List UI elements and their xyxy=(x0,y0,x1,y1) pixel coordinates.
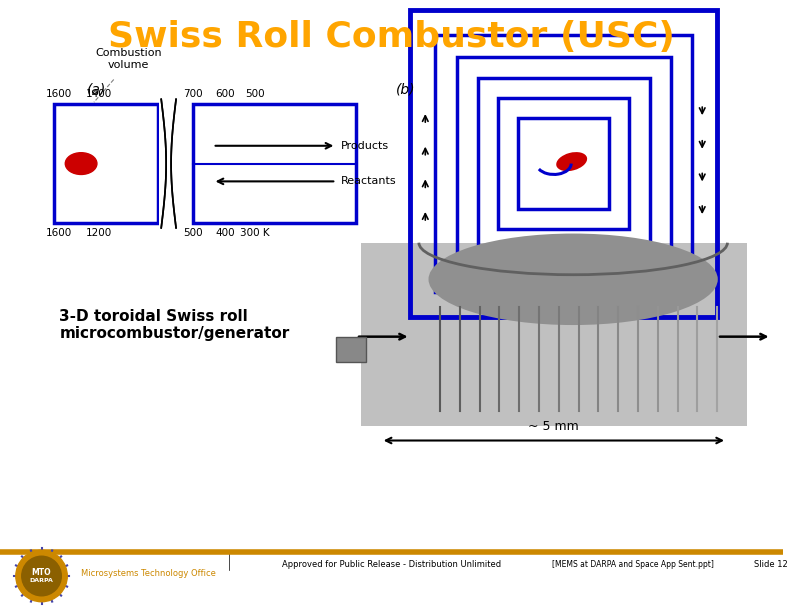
Circle shape xyxy=(21,556,61,596)
Text: microcombustor/generator: microcombustor/generator xyxy=(59,326,290,341)
Bar xyxy=(193,104,356,223)
Text: Swiss Roll Combustor (USC): Swiss Roll Combustor (USC) xyxy=(109,20,675,54)
Text: ~ 5 mm: ~ 5 mm xyxy=(528,420,579,433)
Bar xyxy=(435,35,692,292)
Bar xyxy=(55,104,158,223)
Text: (a): (a) xyxy=(87,83,106,97)
Ellipse shape xyxy=(428,234,718,325)
Bar xyxy=(337,337,366,362)
Ellipse shape xyxy=(65,153,97,174)
Text: 300 K: 300 K xyxy=(240,228,270,238)
Bar xyxy=(361,243,747,426)
Text: Microsystems Technology Office: Microsystems Technology Office xyxy=(81,569,216,578)
Text: 500: 500 xyxy=(183,228,203,238)
Text: DARPA: DARPA xyxy=(29,578,54,583)
Text: 500: 500 xyxy=(246,89,265,99)
Bar xyxy=(159,99,179,229)
Text: 3-D toroidal Swiss roll: 3-D toroidal Swiss roll xyxy=(59,310,248,324)
Text: 1600: 1600 xyxy=(46,89,73,99)
Text: [MEMS at DARPA and Space App Sent.ppt]: [MEMS at DARPA and Space App Sent.ppt] xyxy=(552,559,714,569)
Text: Products: Products xyxy=(341,141,390,151)
Text: MTO: MTO xyxy=(32,567,51,577)
Text: Reactants: Reactants xyxy=(341,176,397,187)
Bar xyxy=(478,78,649,250)
Circle shape xyxy=(16,550,67,602)
Text: Combustion
volume: Combustion volume xyxy=(95,48,162,70)
Bar xyxy=(410,10,717,317)
Bar xyxy=(498,99,629,229)
Text: 400: 400 xyxy=(215,228,235,238)
Text: 1400: 1400 xyxy=(86,89,112,99)
Ellipse shape xyxy=(556,152,587,171)
Bar xyxy=(518,118,609,209)
Text: 1200: 1200 xyxy=(86,228,112,238)
Text: 1600: 1600 xyxy=(46,228,73,238)
Text: 600: 600 xyxy=(215,89,235,99)
Text: Approved for Public Release - Distribution Unlimited: Approved for Public Release - Distributi… xyxy=(282,559,501,569)
Text: (b): (b) xyxy=(396,83,415,97)
Text: Slide 12: Slide 12 xyxy=(754,559,787,569)
Bar xyxy=(457,57,671,271)
Text: 700: 700 xyxy=(183,89,203,99)
